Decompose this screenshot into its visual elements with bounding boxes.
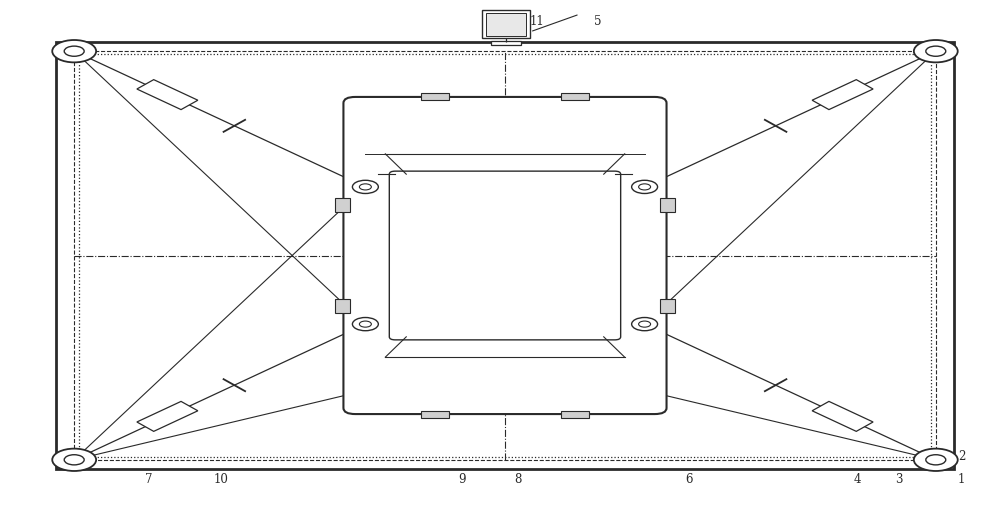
Bar [421, 410, 449, 418]
Text: 4: 4 [853, 473, 861, 485]
Bar [56, 42, 954, 469]
Text: 9: 9 [458, 473, 466, 485]
FancyBboxPatch shape [389, 171, 621, 340]
Circle shape [639, 184, 651, 190]
Circle shape [64, 46, 84, 56]
Bar [491, 41, 521, 45]
Text: 6: 6 [686, 473, 693, 485]
Bar [561, 93, 589, 101]
FancyBboxPatch shape [343, 97, 667, 414]
FancyBboxPatch shape [812, 402, 873, 431]
Bar [74, 51, 936, 460]
Text: 2: 2 [958, 450, 965, 463]
Circle shape [352, 317, 378, 331]
Bar [335, 299, 350, 313]
Circle shape [359, 184, 371, 190]
Circle shape [926, 46, 946, 56]
Circle shape [914, 449, 958, 471]
Circle shape [52, 40, 96, 62]
Text: 11: 11 [530, 15, 544, 28]
Circle shape [914, 40, 958, 62]
Circle shape [926, 455, 946, 465]
Text: 3: 3 [895, 473, 903, 485]
Circle shape [632, 317, 658, 331]
Circle shape [52, 449, 96, 471]
Bar [660, 198, 675, 212]
FancyBboxPatch shape [137, 402, 198, 431]
Circle shape [639, 321, 651, 327]
Bar [421, 93, 449, 101]
Circle shape [632, 180, 658, 194]
Bar [486, 13, 526, 36]
Text: 1: 1 [958, 473, 965, 485]
Circle shape [359, 321, 371, 327]
Circle shape [64, 455, 84, 465]
Text: 7: 7 [145, 473, 153, 485]
Bar [335, 198, 350, 212]
Bar [561, 410, 589, 418]
FancyBboxPatch shape [137, 80, 198, 109]
Circle shape [352, 180, 378, 194]
Text: 10: 10 [213, 473, 228, 485]
Bar [660, 299, 675, 313]
Bar [482, 10, 530, 38]
FancyBboxPatch shape [812, 80, 873, 109]
Text: 8: 8 [514, 473, 522, 485]
Text: 5: 5 [594, 15, 601, 28]
